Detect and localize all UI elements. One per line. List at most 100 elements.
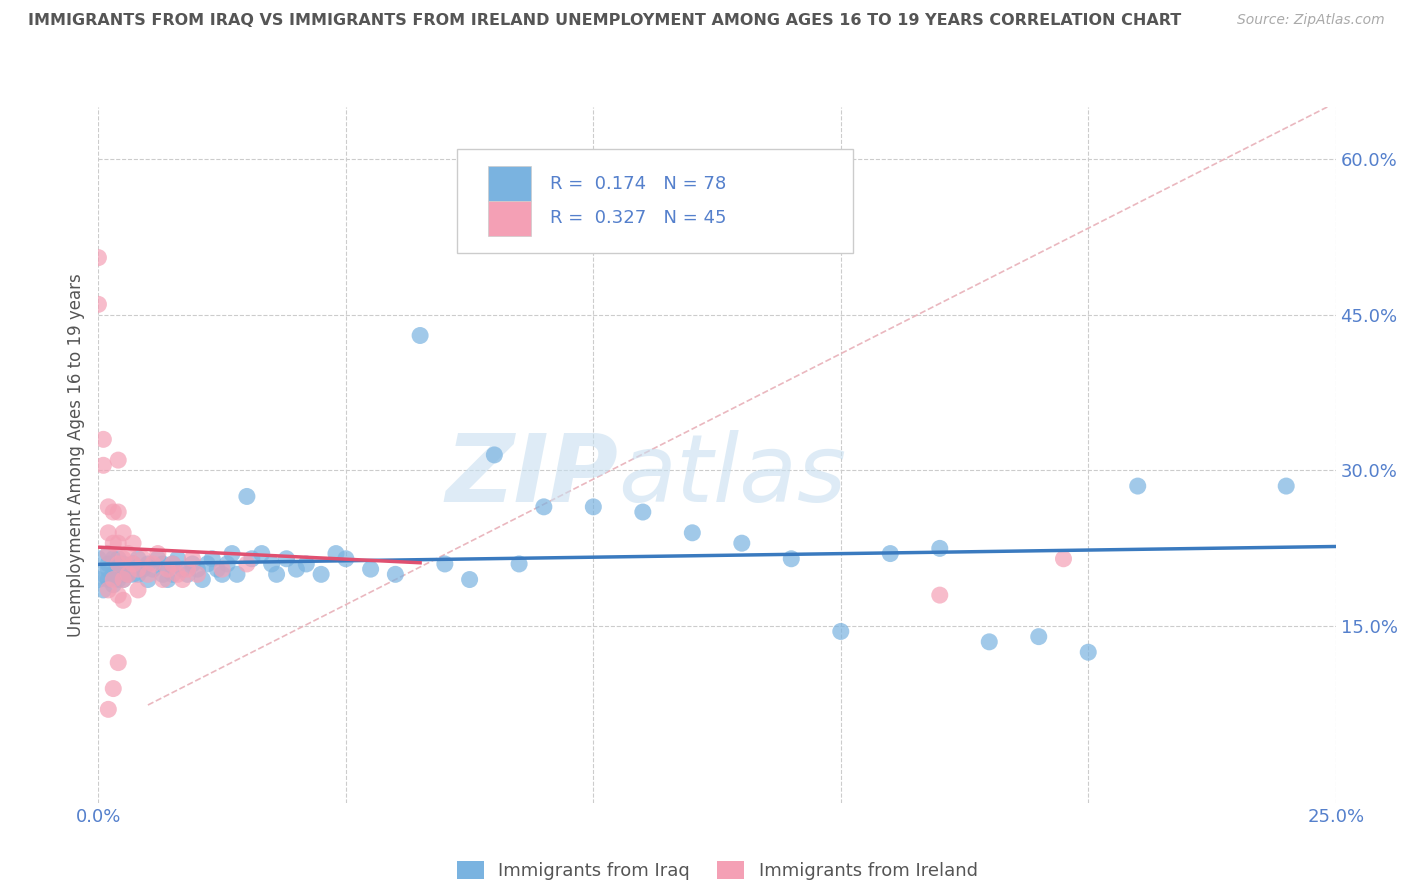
Point (97, 582, 120, 597)
Point (107, 573, 129, 587)
Point (87, 297, 110, 311)
Point (217, 557, 239, 571)
Text: R =  0.327   N = 45: R = 0.327 N = 45 (550, 210, 727, 227)
Point (97, 547, 120, 561)
Point (172, 562, 194, 576)
Point (152, 573, 174, 587)
Point (166, 567, 188, 582)
Point (87, 251, 110, 265)
Point (107, 557, 129, 571)
Point (142, 562, 165, 576)
Point (136, 573, 159, 587)
Point (1126, 479, 1149, 493)
Point (221, 547, 243, 561)
Point (162, 567, 184, 582)
Point (979, 635, 1001, 649)
Point (117, 567, 139, 582)
Point (93, 567, 115, 582)
Point (122, 557, 145, 571)
Point (107, 562, 129, 576)
Point (112, 567, 135, 582)
Point (285, 562, 308, 576)
Point (409, 328, 432, 343)
Point (360, 562, 382, 576)
Point (132, 562, 155, 576)
Point (93, 582, 115, 597)
Point (195, 557, 218, 571)
Point (103, 567, 125, 582)
Point (117, 562, 139, 576)
Point (127, 551, 149, 566)
Point (928, 541, 950, 556)
Point (236, 557, 259, 571)
Point (93, 433, 115, 447)
Point (146, 547, 169, 561)
Point (107, 536, 129, 550)
Point (335, 551, 357, 566)
Bar (488, 201, 531, 235)
Point (181, 557, 204, 571)
Point (103, 551, 125, 566)
Point (112, 551, 135, 566)
Point (152, 567, 174, 582)
Point (107, 656, 129, 670)
Point (112, 525, 135, 540)
Point (166, 551, 188, 566)
Point (112, 557, 135, 571)
Legend: Immigrants from Iraq, Immigrants from Ireland: Immigrants from Iraq, Immigrants from Ir… (450, 854, 984, 888)
Point (582, 500, 605, 514)
Point (1077, 645, 1099, 659)
Point (295, 557, 318, 571)
Y-axis label: Unemployment Among Ages 16 to 19 years: Unemployment Among Ages 16 to 19 years (66, 273, 84, 637)
Point (97, 547, 120, 561)
Point (309, 567, 332, 582)
Point (107, 505, 129, 519)
Point (250, 547, 273, 561)
Point (201, 551, 224, 566)
Point (458, 573, 481, 587)
Point (122, 536, 145, 550)
FancyBboxPatch shape (457, 149, 853, 253)
Point (122, 567, 145, 582)
Point (211, 562, 233, 576)
Point (112, 593, 135, 607)
Point (127, 562, 149, 576)
Point (176, 562, 198, 576)
Point (136, 567, 159, 582)
Point (325, 547, 347, 561)
Point (162, 557, 184, 571)
Point (97, 573, 120, 587)
Point (156, 562, 179, 576)
Point (830, 624, 852, 639)
Point (97, 702, 120, 716)
Point (780, 551, 803, 566)
Point (146, 551, 169, 566)
Point (142, 557, 165, 571)
Text: IMMIGRANTS FROM IRAQ VS IMMIGRANTS FROM IRELAND UNEMPLOYMENT AMONG AGES 16 TO 19: IMMIGRANTS FROM IRAQ VS IMMIGRANTS FROM … (28, 13, 1181, 29)
Point (172, 573, 194, 587)
Point (1052, 551, 1074, 566)
Point (276, 551, 298, 566)
Point (97, 562, 120, 576)
Point (103, 505, 125, 519)
Point (93, 458, 115, 473)
Point (181, 551, 204, 566)
Point (107, 453, 129, 467)
Point (186, 567, 208, 582)
Text: Source: ZipAtlas.com: Source: ZipAtlas.com (1237, 13, 1385, 28)
Point (484, 448, 506, 462)
Point (107, 551, 129, 566)
Point (211, 567, 233, 582)
Point (205, 562, 228, 576)
Point (132, 551, 155, 566)
Point (107, 588, 129, 602)
Point (236, 490, 259, 504)
Point (127, 582, 149, 597)
Point (103, 681, 125, 696)
Text: R =  0.174   N = 78: R = 0.174 N = 78 (550, 175, 727, 193)
Point (103, 536, 125, 550)
Point (533, 500, 555, 514)
Point (631, 505, 654, 519)
Point (681, 525, 703, 540)
Point (1028, 630, 1050, 644)
